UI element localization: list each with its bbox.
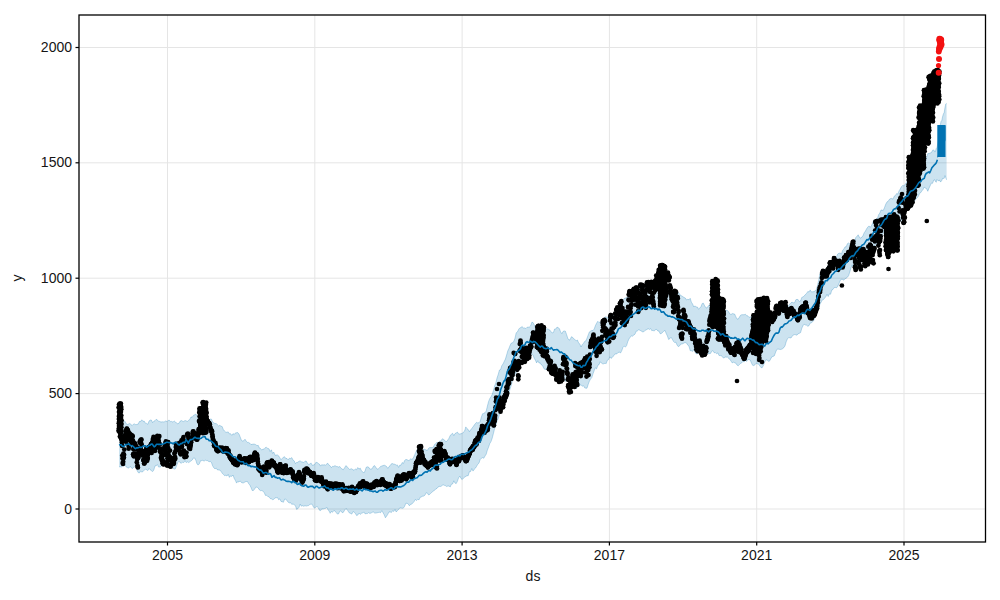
- svg-text:0: 0: [64, 501, 72, 517]
- svg-text:ds: ds: [526, 568, 541, 584]
- svg-text:y: y: [9, 275, 25, 282]
- svg-text:2021: 2021: [741, 547, 772, 563]
- svg-text:1000: 1000: [41, 270, 72, 286]
- svg-text:500: 500: [49, 385, 73, 401]
- svg-text:1500: 1500: [41, 154, 72, 170]
- svg-text:2013: 2013: [447, 547, 478, 563]
- svg-text:2009: 2009: [299, 547, 330, 563]
- svg-text:2017: 2017: [594, 547, 625, 563]
- svg-text:2025: 2025: [888, 547, 919, 563]
- svg-text:2005: 2005: [152, 547, 183, 563]
- svg-text:2000: 2000: [41, 39, 72, 55]
